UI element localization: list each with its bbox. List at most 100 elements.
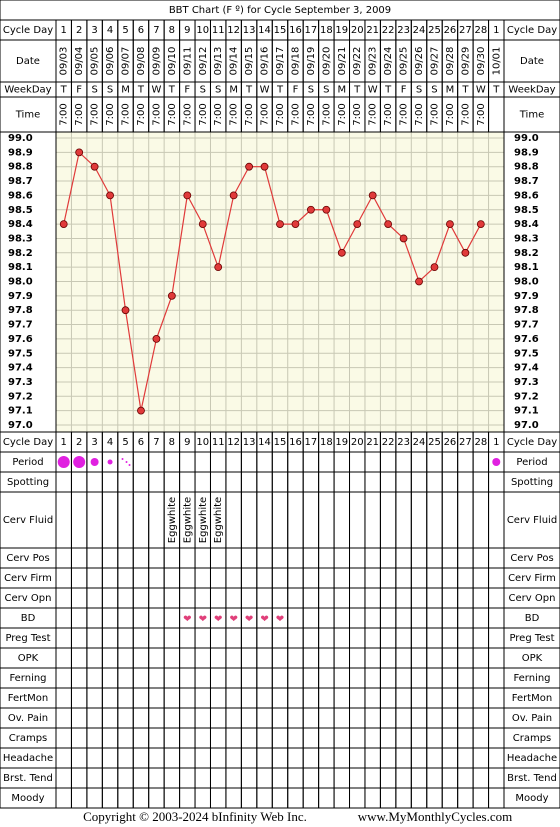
cell bbox=[163, 727, 181, 749]
cell bbox=[287, 567, 304, 589]
row-label: Moody bbox=[11, 793, 44, 804]
cell bbox=[163, 747, 181, 769]
cell bbox=[179, 667, 196, 689]
cell bbox=[194, 627, 211, 649]
cell bbox=[472, 747, 490, 769]
cell bbox=[117, 727, 134, 749]
cell bbox=[240, 587, 258, 609]
cell bbox=[101, 707, 119, 729]
cell bbox=[194, 567, 211, 589]
period-dot bbox=[492, 458, 501, 466]
cell bbox=[364, 687, 381, 709]
cycle-day: 1 bbox=[61, 25, 67, 36]
cell bbox=[256, 567, 273, 589]
row-label: Date bbox=[16, 56, 40, 67]
cell bbox=[256, 627, 273, 649]
cell bbox=[364, 747, 381, 769]
cycle-day: 9 bbox=[184, 437, 190, 448]
cell bbox=[132, 687, 150, 709]
cell bbox=[163, 787, 181, 809]
cell bbox=[349, 587, 366, 609]
y-tick-label: 97.4 bbox=[8, 363, 33, 374]
row-label: Ferning bbox=[513, 673, 550, 684]
cell bbox=[271, 667, 289, 689]
weekday: W bbox=[151, 85, 161, 96]
cycle-day: 14 bbox=[258, 437, 271, 448]
period-dot bbox=[107, 459, 113, 465]
cell bbox=[101, 491, 119, 549]
cell bbox=[472, 707, 490, 729]
cell bbox=[410, 707, 428, 729]
date: 09/20 bbox=[321, 47, 332, 76]
cycle-day: 24 bbox=[413, 437, 426, 448]
cell bbox=[472, 787, 490, 809]
cell bbox=[225, 567, 242, 589]
cell bbox=[132, 627, 150, 649]
cell bbox=[194, 547, 211, 569]
cell bbox=[70, 667, 88, 689]
cell bbox=[426, 787, 443, 809]
weekday: F bbox=[184, 85, 190, 96]
cell bbox=[101, 567, 119, 589]
y-tick-label: 97.9 bbox=[8, 291, 33, 302]
cell bbox=[70, 787, 88, 809]
cell bbox=[441, 687, 459, 709]
cell bbox=[86, 567, 103, 589]
cycle-day: 8 bbox=[169, 437, 175, 448]
cell bbox=[70, 767, 88, 789]
cell bbox=[86, 607, 103, 629]
cell bbox=[132, 647, 150, 669]
cell bbox=[101, 787, 119, 809]
cell bbox=[426, 471, 443, 493]
cycle-day: 14 bbox=[258, 25, 271, 36]
cell bbox=[240, 767, 258, 789]
time: 7:00 bbox=[182, 103, 193, 125]
cell bbox=[70, 547, 88, 569]
cell bbox=[457, 587, 474, 609]
cell bbox=[225, 587, 242, 609]
date: 09/05 bbox=[90, 47, 101, 76]
cell bbox=[410, 627, 428, 649]
date: 09/22 bbox=[352, 47, 363, 76]
cell bbox=[426, 567, 443, 589]
y-tick-label-right: 98.9 bbox=[514, 147, 539, 158]
cell bbox=[333, 787, 351, 809]
y-tick-label-right: 98.7 bbox=[514, 176, 539, 187]
cell bbox=[117, 471, 134, 493]
cell bbox=[302, 587, 320, 609]
cell bbox=[287, 647, 304, 669]
cell bbox=[271, 547, 289, 569]
cell bbox=[70, 687, 88, 709]
time: 7:00 bbox=[337, 103, 348, 125]
cell bbox=[333, 627, 351, 649]
cell bbox=[457, 607, 474, 629]
cell bbox=[410, 647, 428, 669]
cycle-day: 22 bbox=[382, 437, 395, 448]
row-label: Cerv Fluid bbox=[3, 515, 53, 526]
cell bbox=[117, 687, 134, 709]
time: 7:00 bbox=[260, 103, 271, 125]
cell bbox=[225, 547, 242, 569]
cycle-day: 17 bbox=[305, 25, 318, 36]
temp-point bbox=[415, 277, 423, 286]
cycle-day: 3 bbox=[91, 25, 97, 36]
cell bbox=[379, 491, 397, 549]
cerv-fluid: Eggwhite bbox=[167, 497, 178, 543]
cell bbox=[86, 707, 103, 729]
cell bbox=[225, 647, 242, 669]
cell bbox=[457, 787, 474, 809]
cycle-day: 8 bbox=[169, 25, 175, 36]
cell bbox=[379, 567, 397, 589]
cell bbox=[287, 627, 304, 649]
cerv-fluid: Eggwhite bbox=[213, 497, 224, 543]
cell bbox=[349, 491, 366, 549]
cell bbox=[410, 451, 428, 473]
cell bbox=[148, 607, 165, 629]
temp-point bbox=[446, 220, 454, 229]
date: 09/27 bbox=[429, 47, 440, 76]
cell bbox=[333, 607, 351, 629]
cell bbox=[240, 491, 258, 549]
cell bbox=[472, 627, 490, 649]
cycle-day: 2 bbox=[76, 437, 82, 448]
cell bbox=[333, 587, 351, 609]
